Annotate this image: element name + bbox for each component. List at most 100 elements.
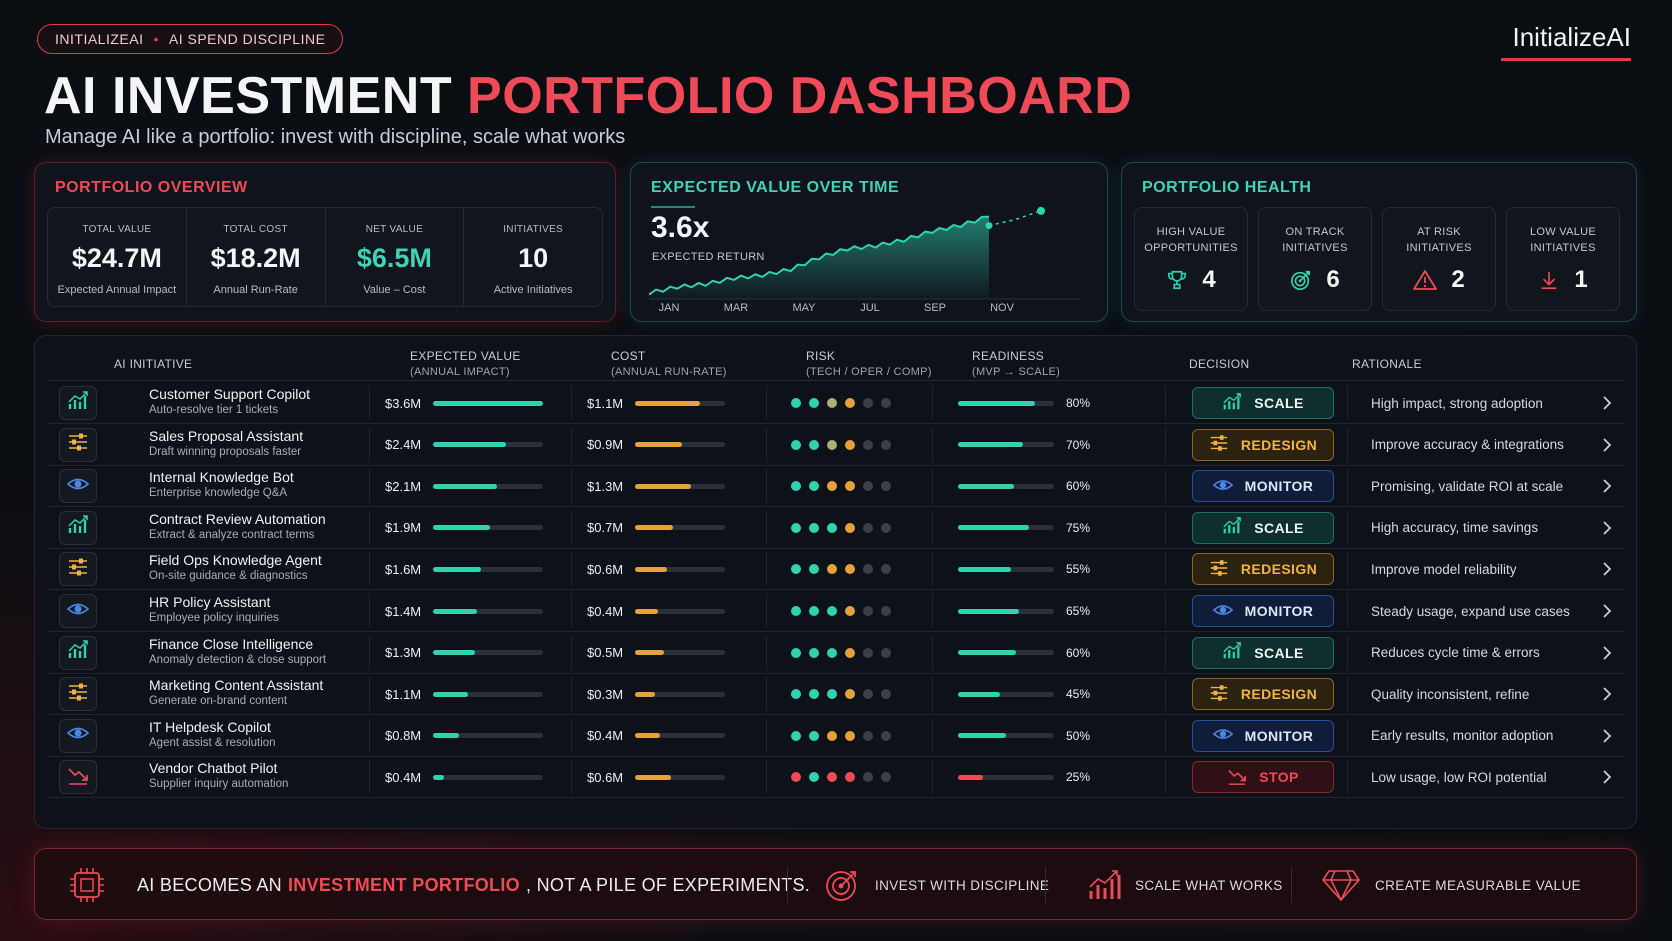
expected-value: $0.8M [385, 728, 422, 744]
risk-dots [791, 730, 891, 741]
col-divider [1165, 635, 1166, 670]
growth-chart-icon [1222, 516, 1242, 539]
risk-dot [791, 398, 801, 408]
risk-dots [791, 398, 891, 408]
chevron-right-icon[interactable] [1597, 393, 1617, 413]
decision-badge[interactable]: MONITOR [1192, 470, 1334, 503]
decision-badge[interactable]: MONITOR [1192, 595, 1334, 627]
footer-item-label: CREATE MEASURABLE VALUE [1375, 877, 1582, 893]
initiative-name: Sales Proposal Assistant [149, 427, 304, 444]
col-divider [571, 510, 572, 545]
chevron-right-icon[interactable] [1597, 684, 1617, 704]
value-bar-track [433, 442, 543, 448]
risk-dot [863, 689, 873, 700]
col-divider [1347, 760, 1348, 795]
readiness-percent: 55% [1066, 562, 1091, 577]
table-row[interactable]: Marketing Content Assistant Generate on-… [49, 673, 1623, 716]
col-divider [766, 594, 767, 628]
col-divider [369, 469, 370, 504]
overview-title: PORTFOLIO OVERVIEW [55, 179, 248, 196]
cost-cell: $0.9M [587, 424, 725, 466]
table-row[interactable]: Customer Support Copilot Auto-resolve ti… [49, 382, 1623, 424]
expected-value-cell: $3.6M [385, 382, 543, 424]
initiative-name: Marketing Content Assistant [149, 677, 324, 694]
chevron-right-icon[interactable] [1597, 518, 1617, 538]
decision-badge[interactable]: STOP [1192, 761, 1334, 794]
risk-cell [791, 756, 891, 798]
col-divider [1165, 510, 1166, 545]
cost-bar-track [635, 733, 725, 739]
readiness-percent: 65% [1066, 604, 1091, 618]
risk-dot [881, 647, 891, 658]
table-row[interactable]: Internal Knowledge Bot Enterprise knowle… [49, 465, 1623, 508]
cost-bar-track [635, 774, 725, 780]
table-row[interactable]: HR Policy Assistant Employee policy inqu… [49, 590, 1623, 632]
initiative-icon-box [59, 427, 97, 462]
risk-dot [881, 689, 891, 700]
risk-dot [881, 730, 891, 741]
decision-badge[interactable]: SCALE [1192, 636, 1334, 669]
col-divider [1347, 427, 1348, 462]
chevron-right-icon[interactable] [1597, 643, 1617, 663]
chevron-right-icon[interactable] [1597, 767, 1617, 787]
readiness-bar-fill [958, 650, 1016, 656]
table-row[interactable]: Vendor Chatbot Pilot Supplier inquiry au… [49, 756, 1623, 799]
chevron-right-icon[interactable] [1597, 601, 1617, 621]
col-divider [932, 386, 933, 420]
cost-bar-track [635, 608, 725, 614]
chevron-right-icon[interactable] [1597, 476, 1617, 496]
decision-badge[interactable]: REDESIGN [1192, 553, 1334, 586]
footer-text-2: , NOT A PILE OF EXPERIMENTS. [525, 874, 811, 895]
col-divider [932, 510, 933, 545]
table-row[interactable]: Field Ops Knowledge Agent On-site guidan… [49, 548, 1623, 591]
cost-value: $0.4M [587, 728, 624, 744]
initiative-icon-box [59, 594, 97, 628]
decision-badge[interactable]: REDESIGN [1192, 678, 1334, 711]
growth-chart-icon [1089, 870, 1121, 899]
eye-icon [1212, 600, 1233, 623]
chevron-right-icon[interactable] [1597, 559, 1617, 579]
expected-value-chart [649, 206, 1081, 300]
expected-value: $0.4M [385, 769, 422, 785]
initiative-desc: Extract & analyze contract terms [149, 528, 315, 541]
decision-badge[interactable]: MONITOR [1192, 719, 1334, 752]
risk-dot [791, 730, 801, 741]
expected-value: $3.6M [385, 395, 422, 411]
sliders-icon [67, 681, 89, 708]
brand-underline [1501, 58, 1631, 61]
rationale-text: Reduces cycle time & errors [1371, 645, 1540, 661]
decision-badge[interactable]: SCALE [1192, 387, 1334, 419]
col-divider [369, 635, 370, 670]
eye-icon [1212, 475, 1233, 498]
kpi-value: $24.7M [71, 243, 162, 273]
initiative-icon-box [59, 510, 97, 545]
risk-cell [791, 673, 891, 715]
table-row[interactable]: Contract Review Automation Extract & ana… [49, 507, 1623, 549]
table-row[interactable]: Sales Proposal Assistant Draft winning p… [49, 424, 1623, 466]
footer-divider [1291, 867, 1292, 903]
value-bar-fill [433, 400, 543, 406]
risk-dot [863, 730, 873, 741]
risk-dot [809, 481, 819, 492]
health-value: 6 [1326, 266, 1340, 293]
cost-bar-fill [635, 400, 700, 406]
table-row[interactable]: IT Helpdesk Copilot Agent assist & resol… [49, 715, 1623, 757]
kpi-total-value: TOTAL VALUE $24.7M Expected Annual Impac… [48, 208, 187, 306]
readiness-cell: 55% [958, 548, 1090, 590]
initiative-icon-box [59, 718, 97, 753]
initiative-icon-box [59, 386, 97, 420]
table-row[interactable]: Finance Close Intelligence Anomaly detec… [49, 632, 1623, 674]
decision-badge[interactable]: SCALE [1192, 511, 1334, 544]
decision-badge[interactable]: REDESIGN [1192, 428, 1334, 461]
month-tick: SEP [923, 302, 947, 314]
growth-chart-icon [67, 514, 89, 541]
risk-cell [791, 507, 891, 549]
chevron-right-icon[interactable] [1597, 435, 1617, 455]
cost-cell: $0.6M [587, 756, 725, 798]
col-divider [766, 677, 767, 712]
decision-label: REDESIGN [1240, 561, 1318, 578]
rationale-text: High accuracy, time savings [1371, 520, 1539, 536]
chevron-right-icon[interactable] [1597, 726, 1617, 746]
risk-dot [863, 606, 873, 616]
title-red: PORTFOLIO DASHBOARD [467, 67, 1133, 125]
